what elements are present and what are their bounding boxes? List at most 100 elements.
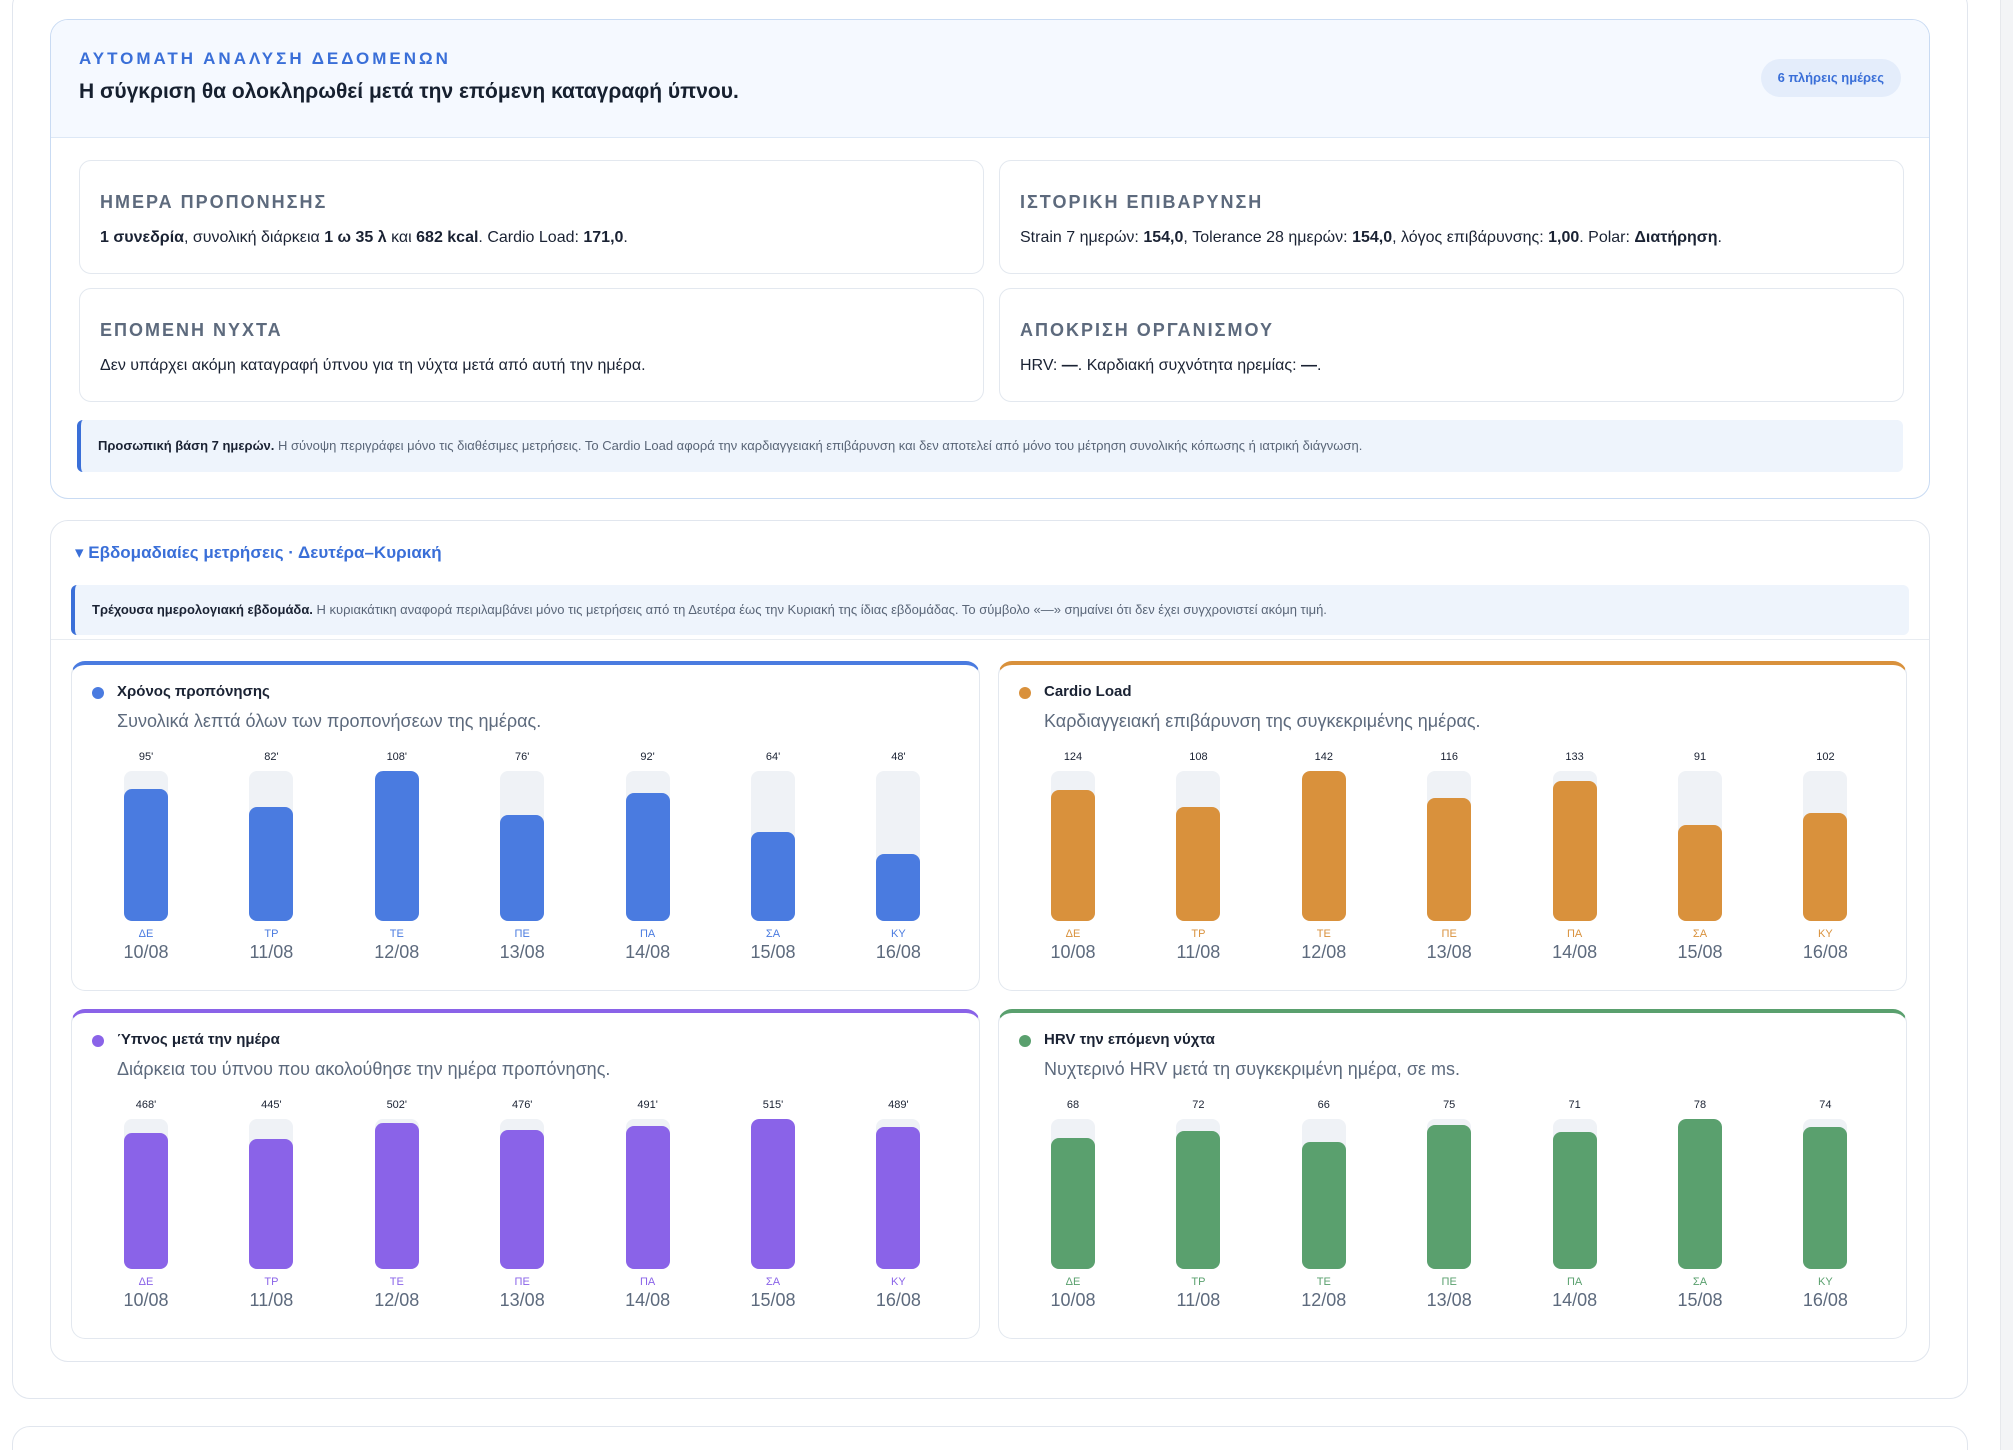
card-text: , λόγος επιβάρυνσης: xyxy=(1392,229,1549,246)
date-tick-label: 12/08 xyxy=(1301,942,1347,962)
day-label: ΣΑ xyxy=(765,1276,781,1288)
date-tick-label: 13/08 xyxy=(1426,942,1472,962)
card-value: 1,00 xyxy=(1548,229,1580,246)
note-bold: Προσωπική βάση 7 ημερών. xyxy=(98,438,275,453)
card-value: 154,0 xyxy=(1352,229,1393,246)
date-tick-label: 11/08 xyxy=(249,942,294,962)
bar xyxy=(124,789,168,921)
day-label: ΤΡ xyxy=(1191,928,1206,940)
date-tick-label: 11/08 xyxy=(249,1290,294,1310)
date-tick-label: 10/08 xyxy=(1050,942,1096,962)
card-body: Δεν υπάρχει ακόμη καταγραφή ύπνου για τη… xyxy=(100,357,646,375)
training-day-card: ΗΜΕΡΑ ΠΡΟΠΟΝΗΣΗΣ 1 συνεδρία, συνολική δι… xyxy=(79,160,984,274)
card-value: 1 ω 35 λ xyxy=(324,229,387,246)
card-value: — xyxy=(1301,357,1318,374)
card-value: 154,0 xyxy=(1143,229,1184,246)
bar-column: 78 ΣΑ 15/08 xyxy=(1660,1099,1740,1329)
weekly-toggle[interactable]: ▾ Εβδομαδιαίες μετρήσεις · Δευτέρα–Κυρια… xyxy=(75,543,442,562)
bar-value-label: 515' xyxy=(762,1099,784,1111)
bar xyxy=(876,1127,921,1269)
date-tick-label: 10/08 xyxy=(1050,1290,1096,1310)
bar-column: 92' ΠΑ 14/08 xyxy=(608,751,688,981)
bar-track xyxy=(1176,771,1221,921)
series-dot-icon xyxy=(1019,687,1031,699)
bar-track xyxy=(751,1119,795,1269)
card-title: ΑΠΟΚΡΙΣΗ ΟΡΓΑΝΙΣΜΟΥ xyxy=(1020,320,1274,340)
bar-value-label: 116 xyxy=(1440,751,1458,763)
note-text: Η κυριακάτικη αναφορά περιλαμβάνει μόνο … xyxy=(312,602,1327,617)
page-scrollbar[interactable] xyxy=(2000,0,2013,1450)
date-tick-label: 15/08 xyxy=(750,1290,796,1310)
bar-column: 142 ΤΕ 12/08 xyxy=(1284,751,1364,981)
bar-track xyxy=(1678,1119,1722,1269)
bar xyxy=(249,1139,294,1269)
day-label: ΠΑ xyxy=(639,928,656,940)
day-label: ΤΕ xyxy=(1316,928,1331,940)
bar-column: 468' ΔΕ 10/08 xyxy=(106,1099,186,1329)
card-value: — xyxy=(1061,357,1078,374)
day-label: ΠΕ xyxy=(514,1276,530,1288)
bar-column: 108' ΤΕ 12/08 xyxy=(357,751,437,981)
day-label: ΔΕ xyxy=(1065,928,1081,940)
bar-value-label: 64' xyxy=(765,751,781,763)
date-tick-label: 12/08 xyxy=(1301,1290,1347,1310)
series-dot-icon xyxy=(92,687,104,699)
card-text: HRV: xyxy=(1020,357,1062,374)
bar xyxy=(1051,1138,1095,1269)
bar-track xyxy=(124,771,168,921)
bar-column: 102 ΚΥ 16/08 xyxy=(1785,751,1865,981)
cardio-load-chart: Cardio Load Καρδιαγγειακή επιβάρυνση της … xyxy=(998,661,1907,991)
card-text: Δεν υπάρχει ακόμη καταγραφή ύπνου για τη… xyxy=(100,357,646,374)
bar-value-label: 71 xyxy=(1568,1099,1581,1111)
day-label: ΔΕ xyxy=(138,928,154,940)
bar xyxy=(374,771,419,921)
day-label: ΚΥ xyxy=(1818,928,1833,940)
day-label: ΚΥ xyxy=(1818,1276,1833,1288)
bar xyxy=(1427,798,1472,921)
bar-track xyxy=(876,1119,921,1269)
body-response-card: ΑΠΟΚΡΙΣΗ ΟΡΓΑΝΙΣΜΟΥ HRV: —. Καρδιακή συχ… xyxy=(999,288,1904,402)
card-text: , Tolerance 28 ημερών: xyxy=(1183,229,1353,246)
day-label: ΚΥ xyxy=(891,928,906,940)
bar-value-label: 75 xyxy=(1443,1099,1456,1111)
bar-track xyxy=(124,1119,168,1269)
chart-title: Ύπνος μετά την ημέρα xyxy=(117,1031,280,1048)
bar-value-label: 68 xyxy=(1066,1099,1080,1111)
bar-column: 91 ΣΑ 15/08 xyxy=(1660,751,1740,981)
bar xyxy=(1552,1132,1597,1269)
bar-value-label: 108' xyxy=(386,751,408,763)
bar-column: 71 ΠΑ 14/08 xyxy=(1535,1099,1615,1329)
date-tick-label: 16/08 xyxy=(875,1290,921,1310)
bar-track xyxy=(751,771,795,921)
card-value: 171,0 xyxy=(583,229,624,246)
bar xyxy=(751,832,795,921)
next-night-card: ΕΠΟΜΕΝΗ ΝΥΧΤΑ Δεν υπάρχει ακόμη καταγραφ… xyxy=(79,288,984,402)
bar-column: 489' ΚΥ 16/08 xyxy=(858,1099,938,1329)
day-label: ΔΕ xyxy=(1065,1276,1081,1288)
next-section-container xyxy=(12,1426,1968,1450)
bar-track xyxy=(1301,1119,1346,1269)
bar-column: 76' ΠΕ 13/08 xyxy=(482,751,562,981)
bar-value-label: 108 xyxy=(1189,751,1208,763)
bar xyxy=(1678,1119,1722,1269)
bar-value-label: 102 xyxy=(1816,751,1835,763)
bar xyxy=(1803,1127,1848,1269)
bar-track xyxy=(500,771,545,921)
bar-column: 74 ΚΥ 16/08 xyxy=(1785,1099,1865,1329)
bar-track xyxy=(1427,771,1472,921)
bar-column: 68 ΔΕ 10/08 xyxy=(1033,1099,1113,1329)
bar xyxy=(1678,825,1722,921)
bar-value-label: 82' xyxy=(264,751,279,763)
bar-track xyxy=(249,771,294,921)
bar-track xyxy=(1803,771,1848,921)
chart-title: Χρόνος προπόνησης xyxy=(117,683,270,700)
card-text: , συνολική διάρκεια xyxy=(183,229,325,246)
bar-value-label: 76' xyxy=(515,751,530,763)
date-tick-label: 16/08 xyxy=(875,942,921,962)
chart-subtitle: Καρδιαγγειακή επιβάρυνση της συγκεκριμέν… xyxy=(1044,711,1481,731)
date-tick-label: 11/08 xyxy=(1176,1290,1221,1310)
complete-days-badge: 6 πλήρεις ημέρες xyxy=(1760,59,1901,97)
bar-column: 133 ΠΑ 14/08 xyxy=(1535,751,1615,981)
bar-column: 48' ΚΥ 16/08 xyxy=(858,751,938,981)
bar-value-label: 74 xyxy=(1819,1099,1832,1111)
